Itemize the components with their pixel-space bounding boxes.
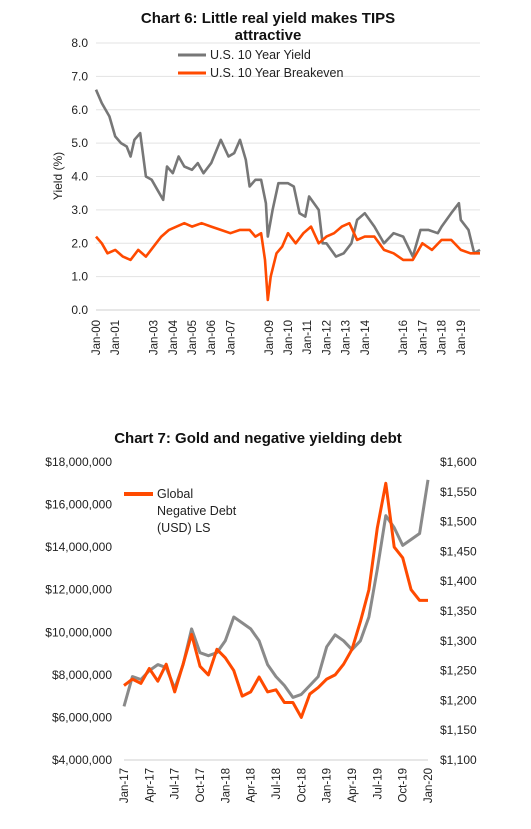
chart-7-left-y-tick: $6,000,000 [52, 710, 112, 724]
chart-7-x-tick-labels: Jan-17 Apr-17 Jul-17 Oct-17 Jan-18 Apr-18 Jul-… [119, 768, 435, 803]
chart-7-left-y-tick: $10,000,000 [45, 625, 112, 639]
chart-6-legend-label-breakeven: U.S. 10 Year Breakeven [210, 66, 343, 80]
chart-6-y-tick: 8.0 [71, 36, 88, 50]
chart-6-x-tick: Jan-12 [321, 320, 333, 355]
chart-7-right-y-tick: $1,250 [440, 664, 477, 678]
chart-6-x-tick: Jan-07 [225, 320, 237, 355]
chart-7-x-tick: Oct-17 [195, 768, 207, 803]
chart-7-right-y-tick-labels: $1,100 $1,150 $1,200 $1,250 $1,300 $1,350 $1,4… [440, 455, 477, 767]
chart-6-y-tick: 3.0 [71, 203, 88, 217]
chart-6-y-tick: 7.0 [71, 69, 88, 83]
chart-6-y-tick: 5.0 [71, 136, 88, 150]
chart-7-right-y-tick: $1,450 [440, 544, 477, 558]
chart-7-legend-line-2: Negative Debt [157, 504, 237, 518]
chart-7-right-y-tick: $1,550 [440, 485, 477, 499]
chart-6-x-tick: Jan-00 [91, 320, 103, 355]
chart-7-left-y-tick: $4,000,000 [52, 753, 112, 767]
chart-6-legend-label-yield: U.S. 10 Year Yield [210, 48, 311, 62]
chart-6-y-tick: 6.0 [71, 103, 88, 117]
chart-6-series-u-s-10-year-breakeven [95, 221, 480, 302]
chart-7-right-y-tick: $1,150 [440, 723, 477, 737]
chart-6-x-tick: Jan-10 [283, 320, 295, 355]
chart-7-left-y-tick: $16,000,000 [45, 498, 112, 512]
chart-6-x-tick: Jan-17 [417, 320, 429, 355]
chart-7-x-tick: Jul-17 [170, 768, 182, 799]
chart-7-left-y-tick: $8,000,000 [52, 668, 112, 682]
chart-7-title: Chart 7: Gold and negative yielding debt [114, 430, 402, 447]
chart-6-x-tick: Jan-18 [437, 320, 449, 355]
chart-7-legend: Global Negative Debt (USD) LS [124, 487, 237, 535]
chart-6-series-lines [94, 89, 481, 302]
chart-6-x-tick: Jan-04 [168, 319, 180, 355]
chart-7-x-tick: Jul-19 [372, 768, 384, 799]
chart-6-title-line-2: attractive [235, 27, 302, 44]
chart-6-y-tick-labels: 0.0 1.0 2.0 3.0 4.0 5.0 6.0 7.0 8.0 [71, 36, 88, 317]
chart-6: Chart 6: Little real yield makes TIPS at… [51, 10, 481, 355]
chart-6-y-axis-label: Yield (%) [51, 152, 65, 200]
chart-7-right-y-tick: $1,100 [440, 753, 477, 767]
chart-7-legend-line-1: Global [157, 487, 193, 501]
chart-6-y-tick: 1.0 [71, 270, 88, 284]
chart-6-y-tick: 0.0 [71, 303, 88, 317]
chart-6-x-tick: Jan-06 [206, 320, 218, 355]
chart-7-x-tick: Apr-17 [144, 768, 156, 803]
chart-7-x-tick: Jan-17 [119, 768, 131, 803]
chart-6-x-tick-labels: Jan-00 Jan-01 Jan-03 Jan-04 Jan-05 Jan-06 Jan-… [91, 319, 468, 355]
chart-7-x-tick: Jan-19 [322, 768, 334, 803]
chart-7-left-y-tick-labels: $4,000,000 $6,000,000 $8,000,000 $10,000,00… [45, 455, 112, 767]
chart-6-x-tick: Jan-19 [456, 320, 468, 355]
chart-7-x-tick: Jul-18 [271, 768, 283, 799]
chart-7-x-tick: Jan-20 [423, 768, 435, 803]
chart-6-title-line-1: Chart 6: Little real yield makes TIPS [141, 10, 395, 27]
chart-7-left-y-tick: $14,000,000 [45, 540, 112, 554]
chart-6-x-tick: Jan-13 [341, 320, 353, 355]
chart-7-x-tick: Oct-19 [398, 768, 410, 803]
chart-6-legend: U.S. 10 Year Yield U.S. 10 Year Breakeve… [178, 48, 343, 80]
chart-6-x-tick: Jan-16 [398, 320, 410, 355]
chart-7: Chart 7: Gold and negative yielding debt… [45, 430, 477, 803]
chart-7-x-tick: Apr-19 [347, 768, 359, 803]
chart-6-x-tick: Jan-03 [149, 320, 161, 355]
chart-6-y-tick: 2.0 [71, 236, 88, 250]
chart-7-x-tick: Jan-18 [220, 768, 232, 803]
chart-6-x-tick: Jan-11 [302, 320, 314, 354]
chart-7-right-y-tick: $1,350 [440, 604, 477, 618]
chart-6-x-tick: Jan-01 [110, 320, 122, 355]
chart-7-left-y-tick: $18,000,000 [45, 455, 112, 469]
chart-7-right-y-tick: $1,500 [440, 515, 477, 529]
chart-7-right-y-tick: $1,600 [440, 455, 477, 469]
chart-7-x-tick: Oct-18 [296, 768, 308, 803]
chart-6-series-u-s-10-year-yield [94, 89, 481, 258]
chart-7-left-y-tick: $12,000,000 [45, 583, 112, 597]
chart-7-right-y-tick: $1,300 [440, 634, 477, 648]
chart-7-legend-line-3: (USD) LS [157, 521, 210, 535]
chart-7-series-lines [122, 479, 430, 761]
chart-7-right-y-tick: $1,200 [440, 693, 477, 707]
chart-6-x-tick: Jan-09 [264, 320, 276, 355]
chart-7-x-tick: Apr-18 [246, 768, 258, 803]
chart-6-gridlines [96, 42, 480, 311]
chart-6-x-tick: Jan-14 [360, 319, 372, 355]
chart-6-x-tick: Jan-05 [187, 320, 199, 355]
chart-7-right-y-tick: $1,400 [440, 574, 477, 588]
chart-7-series-global-negative-debt-usd-ls [123, 481, 428, 719]
chart-6-y-tick: 4.0 [71, 170, 88, 184]
